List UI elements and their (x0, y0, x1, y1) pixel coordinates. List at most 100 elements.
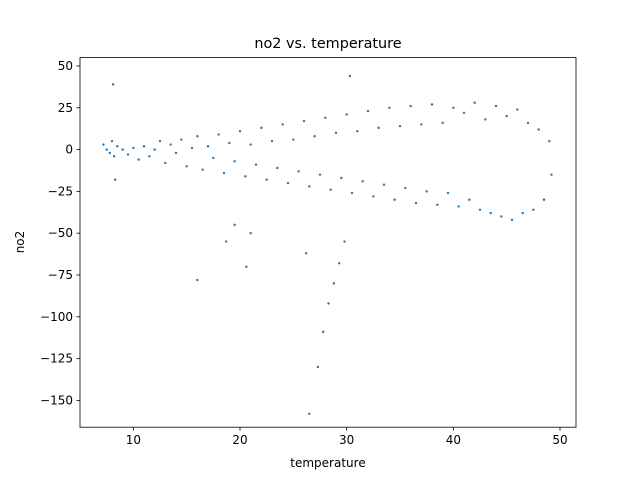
scatter-point (148, 155, 151, 158)
x-tick-label: 40 (446, 433, 461, 447)
scatter-point (409, 104, 412, 108)
x-tick-label: 10 (126, 433, 141, 447)
scatter-point (260, 126, 263, 130)
scatter-point (174, 151, 178, 155)
scatter-point (238, 129, 242, 133)
scatter-point (537, 128, 540, 131)
scatter-point (550, 173, 553, 176)
y-tick-label: −150 (40, 393, 73, 407)
scatter-point (377, 126, 380, 130)
scatter-point (281, 123, 284, 126)
scatter-point (500, 215, 503, 218)
scatter-point (164, 161, 167, 165)
scatter-point (332, 282, 336, 285)
scatter-point (404, 186, 407, 190)
x-tick-label: 50 (552, 433, 567, 447)
scatter-point (398, 124, 402, 128)
scatter-point (388, 106, 391, 109)
scatter-point (393, 198, 396, 201)
scatter-point (249, 143, 252, 146)
scatter-point (345, 113, 348, 116)
scatter-point (532, 208, 535, 211)
scatter-point (228, 141, 231, 145)
scatter-point (233, 160, 236, 163)
scatter-point (327, 302, 330, 305)
scatter-point (116, 145, 119, 148)
scatter-point (494, 104, 498, 108)
scatter-point (206, 145, 210, 148)
scatter-point (304, 252, 308, 255)
plot-frame (79, 57, 577, 428)
scatter-point (222, 171, 226, 175)
y-tick-label: 25 (58, 101, 73, 115)
scatter-point (308, 412, 311, 416)
scatter-point (340, 176, 343, 180)
scatter-point (224, 240, 228, 243)
scatter-point (324, 116, 327, 120)
scatter-point (302, 119, 306, 123)
x-tick-label: 20 (232, 433, 247, 447)
scatter-point (245, 265, 248, 268)
scatter-point (478, 208, 482, 211)
scatter-point (142, 145, 146, 148)
scatter-point (348, 74, 352, 78)
scatter-point (132, 146, 135, 150)
scatter-point (334, 131, 338, 135)
y-tick-label: −25 (48, 184, 73, 198)
scatter-point (201, 168, 204, 171)
x-axis-label: temperature (290, 456, 365, 470)
scatter-point (521, 211, 524, 215)
scatter-point (286, 181, 290, 185)
scatter-point (292, 138, 295, 141)
scatter-point (308, 185, 311, 188)
scatter-point (313, 135, 316, 138)
scatter-point (356, 129, 359, 133)
scatter-point (526, 121, 530, 125)
scatter-point (430, 103, 434, 106)
scatter-point (366, 109, 370, 113)
y-tick-label: −50 (48, 226, 73, 240)
scatter-point (196, 278, 199, 282)
scatter-point (372, 195, 375, 198)
scatter-point (462, 111, 466, 114)
data-points (102, 74, 553, 416)
scatter-point (329, 188, 332, 191)
scatter-point (484, 118, 487, 121)
scatter-point (108, 151, 112, 155)
scatter-point (112, 155, 116, 158)
scatter-point (350, 191, 354, 195)
scatter-point (516, 108, 519, 111)
scatter-point (212, 156, 215, 160)
scatter-point (548, 140, 551, 143)
scatter-point (420, 123, 423, 126)
scatter-point (102, 143, 105, 146)
scatter-point (452, 106, 455, 109)
scatter-point (137, 158, 140, 161)
scatter-point (196, 135, 199, 138)
scatter-point (217, 133, 220, 136)
scatter-point (316, 365, 320, 369)
scatter-point (233, 223, 236, 227)
chart-title: no2 vs. temperature (254, 36, 401, 52)
scatter-point (105, 148, 108, 151)
scatter-point (425, 190, 428, 193)
x-tick-label: 30 (339, 433, 354, 447)
scatter-point (270, 140, 274, 143)
axis-ticks: 10 20 30 40 50 50 25 0 −25 −50 −75 −100 −125 −150 (40, 59, 568, 447)
scatter-point (489, 211, 492, 215)
scatter-point (542, 198, 546, 201)
scatter-point (468, 198, 471, 201)
scatter-point (249, 232, 252, 235)
scatter-point (436, 203, 439, 206)
scatter-point (338, 262, 341, 265)
y-tick-label: −100 (40, 310, 73, 324)
scatter-point (114, 178, 117, 181)
scatter-point (126, 153, 130, 156)
scatter-point (153, 148, 156, 151)
scatter-point (185, 165, 188, 168)
scatter-point (190, 146, 194, 150)
scatter-point (505, 114, 508, 118)
y-tick-label: 0 (65, 143, 73, 157)
